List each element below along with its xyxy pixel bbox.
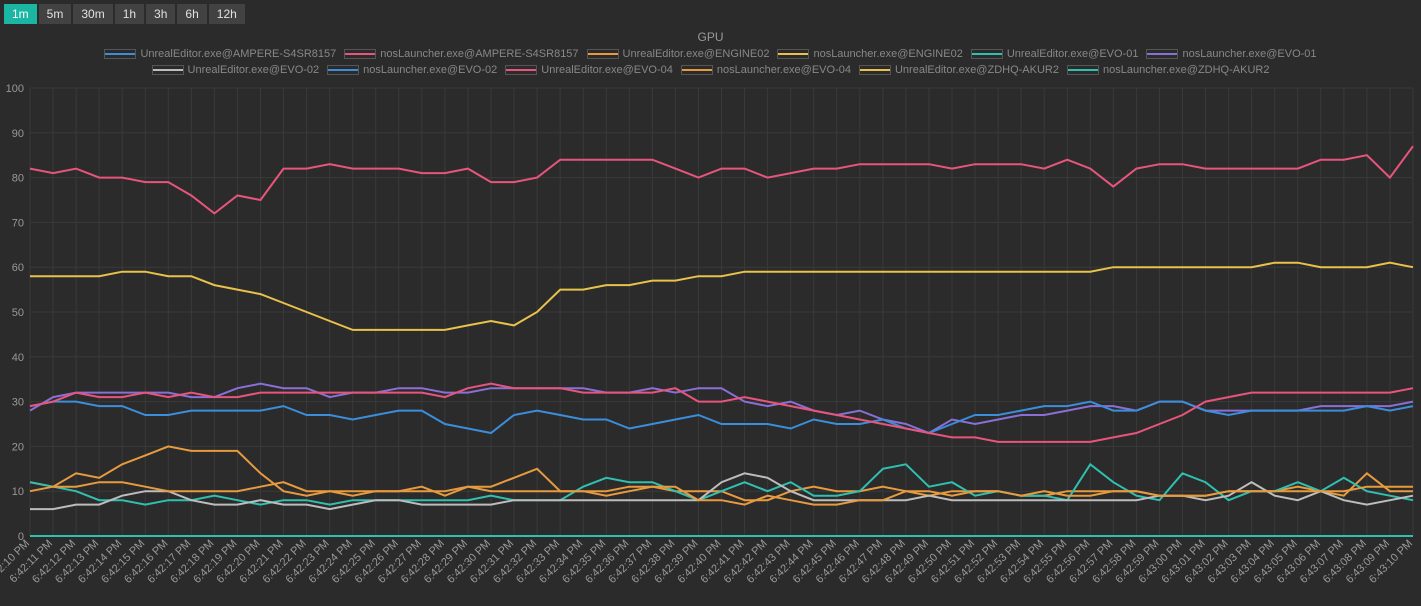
- time-btn-6h[interactable]: 6h: [177, 4, 206, 24]
- legend-item-11[interactable]: nosLauncher.exe@ZDHQ-AKUR2: [1067, 64, 1269, 76]
- legend-label: UnrealEditor.exe@ENGINE02: [623, 48, 770, 60]
- legend-item-4[interactable]: UnrealEditor.exe@EVO-01: [971, 48, 1139, 60]
- time-btn-1h[interactable]: 1h: [115, 4, 144, 24]
- legend-label: nosLauncher.exe@AMPERE-S4SR8157: [380, 48, 578, 60]
- svg-text:20: 20: [12, 441, 24, 453]
- legend-item-5[interactable]: nosLauncher.exe@EVO-01: [1146, 48, 1316, 60]
- legend-swatch: [587, 49, 619, 59]
- legend-swatch: [327, 65, 359, 75]
- legend-item-10[interactable]: UnrealEditor.exe@ZDHQ-AKUR2: [859, 64, 1059, 76]
- chart-area: 01020304050607080901006:42:10 PM6:42:11 …: [0, 84, 1421, 606]
- legend-item-9[interactable]: nosLauncher.exe@EVO-04: [681, 64, 851, 76]
- legend-swatch: [971, 49, 1003, 59]
- legend-item-1[interactable]: nosLauncher.exe@AMPERE-S4SR8157: [344, 48, 578, 60]
- legend-item-8[interactable]: UnrealEditor.exe@EVO-04: [505, 64, 673, 76]
- legend-swatch: [859, 65, 891, 75]
- legend-label: UnrealEditor.exe@AMPERE-S4SR8157: [140, 48, 336, 60]
- legend-item-0[interactable]: UnrealEditor.exe@AMPERE-S4SR8157: [104, 48, 336, 60]
- legend-swatch: [104, 49, 136, 59]
- svg-text:60: 60: [12, 262, 24, 274]
- legend-label: UnrealEditor.exe@EVO-01: [1007, 48, 1139, 60]
- legend-swatch: [344, 49, 376, 59]
- svg-text:30: 30: [12, 397, 24, 409]
- legend-swatch: [681, 65, 713, 75]
- legend: UnrealEditor.exe@AMPERE-S4SR8157 nosLaunc…: [0, 46, 1421, 84]
- svg-text:80: 80: [12, 173, 24, 185]
- time-btn-30m[interactable]: 30m: [73, 4, 112, 24]
- svg-text:10: 10: [12, 486, 24, 498]
- legend-label: nosLauncher.exe@EVO-02: [363, 64, 497, 76]
- legend-label: nosLauncher.exe@ENGINE02: [813, 48, 962, 60]
- svg-text:70: 70: [12, 217, 24, 229]
- legend-swatch: [1146, 49, 1178, 59]
- legend-label: nosLauncher.exe@ZDHQ-AKUR2: [1103, 64, 1269, 76]
- chart-svg: 01020304050607080901006:42:10 PM6:42:11 …: [0, 84, 1421, 606]
- legend-label: UnrealEditor.exe@EVO-02: [188, 64, 320, 76]
- svg-text:90: 90: [12, 128, 24, 140]
- svg-text:50: 50: [12, 307, 24, 319]
- legend-item-2[interactable]: UnrealEditor.exe@ENGINE02: [587, 48, 770, 60]
- svg-text:40: 40: [12, 352, 24, 364]
- time-range-buttons: 1m5m30m1h3h6h12h: [0, 0, 1421, 26]
- time-btn-1m[interactable]: 1m: [4, 4, 37, 24]
- legend-swatch: [1067, 65, 1099, 75]
- legend-label: nosLauncher.exe@EVO-04: [717, 64, 851, 76]
- legend-item-7[interactable]: nosLauncher.exe@EVO-02: [327, 64, 497, 76]
- legend-item-3[interactable]: nosLauncher.exe@ENGINE02: [777, 48, 962, 60]
- legend-label: UnrealEditor.exe@EVO-04: [541, 64, 673, 76]
- chart-title: GPU: [0, 26, 1421, 46]
- time-btn-12h[interactable]: 12h: [209, 4, 245, 24]
- svg-text:100: 100: [6, 84, 24, 95]
- legend-swatch: [777, 49, 809, 59]
- legend-label: nosLauncher.exe@EVO-01: [1182, 48, 1316, 60]
- time-btn-3h[interactable]: 3h: [146, 4, 175, 24]
- legend-swatch: [505, 65, 537, 75]
- legend-label: UnrealEditor.exe@ZDHQ-AKUR2: [895, 64, 1059, 76]
- legend-swatch: [152, 65, 184, 75]
- legend-item-6[interactable]: UnrealEditor.exe@EVO-02: [152, 64, 320, 76]
- time-btn-5m[interactable]: 5m: [39, 4, 72, 24]
